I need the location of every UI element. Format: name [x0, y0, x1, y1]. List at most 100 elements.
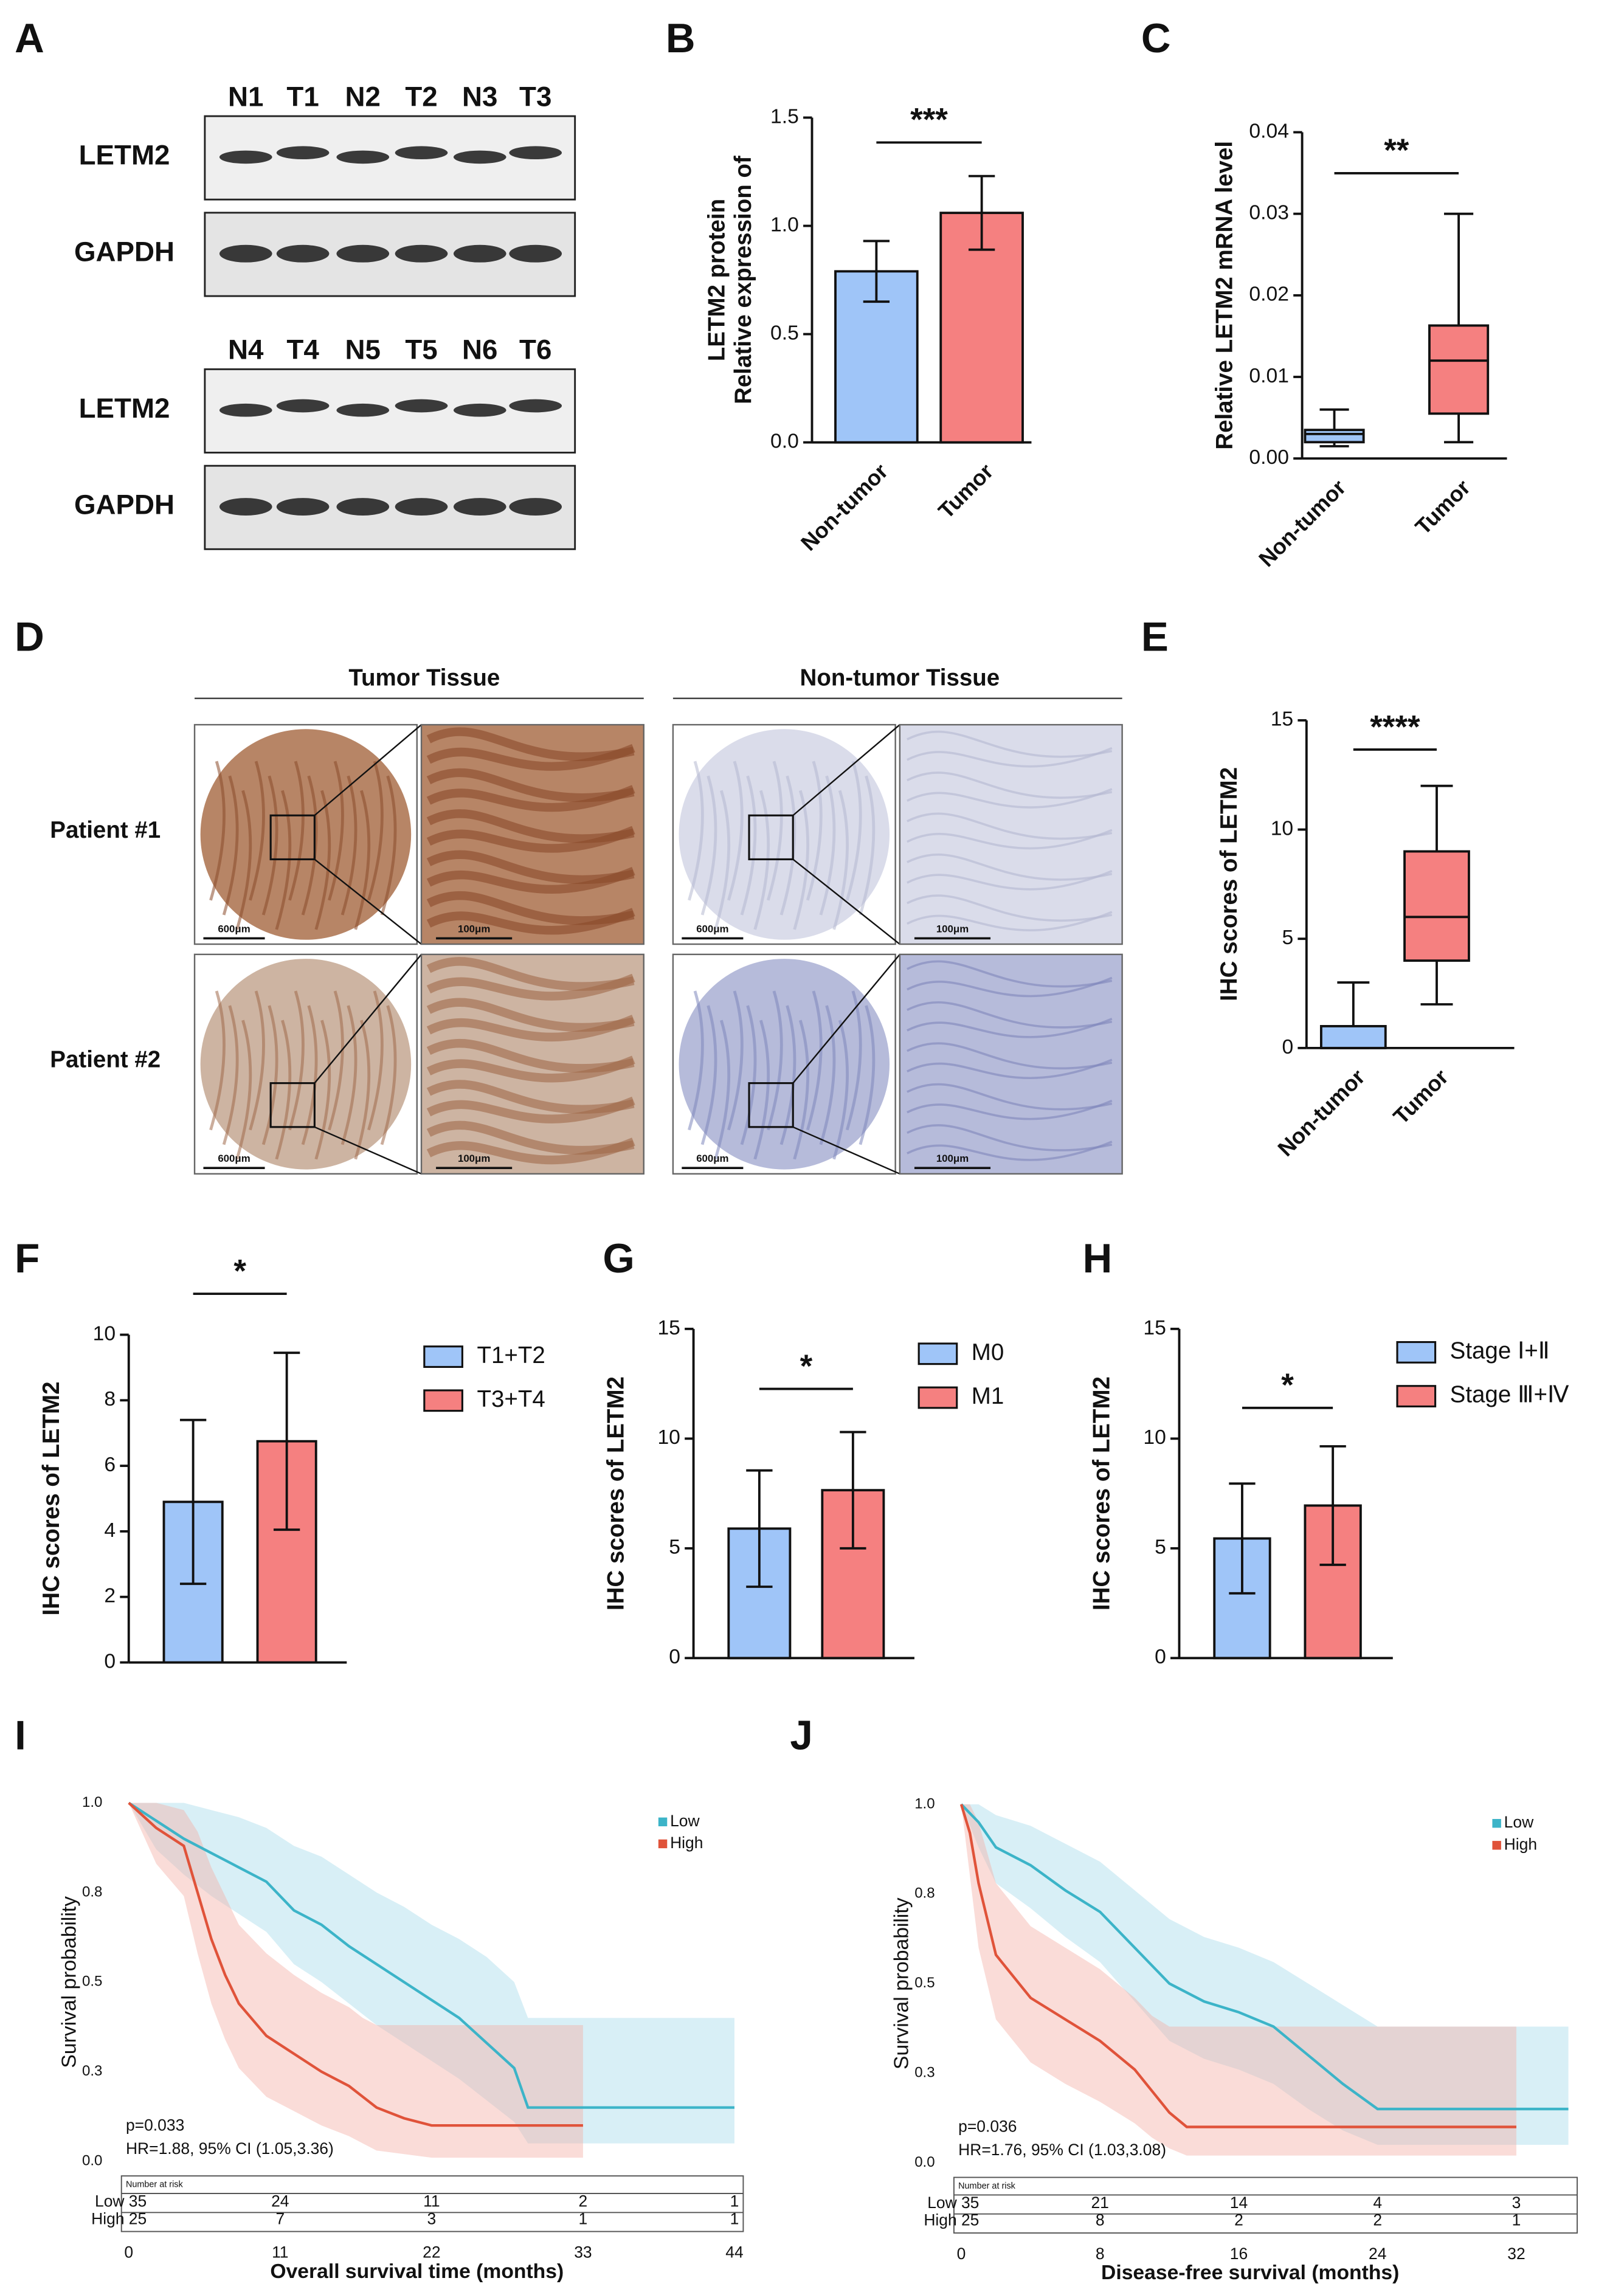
tissue-texture: [209, 990, 226, 1131]
blot-band: [336, 498, 390, 516]
risk-count: 2: [579, 2192, 588, 2210]
zoom-texture: [426, 727, 635, 761]
box: [1304, 429, 1365, 444]
y-axis-label: Relative expression of: [730, 156, 756, 404]
zoom-texture: [907, 853, 1113, 881]
x-tick-label: 32: [1507, 2245, 1525, 2263]
y-tick-label: 0.3: [82, 2063, 102, 2079]
y-axis-label: Relative LETM2 mRNA level: [1212, 141, 1238, 450]
blot-band: [509, 244, 562, 263]
blot-band: [219, 498, 272, 516]
tissue-texture: [314, 1020, 331, 1160]
annotation: HR=1.76, 95% CI (1.03,3.08): [958, 2141, 1166, 2159]
error-bar: [1319, 1445, 1346, 1566]
blot-band: [276, 399, 330, 413]
tissue-texture: [380, 775, 397, 916]
x-tick-label: Tumor: [1410, 475, 1474, 539]
blot-row-label: GAPDH: [74, 489, 174, 520]
zoom-line: [314, 954, 422, 1084]
row-label: Patient #1: [50, 817, 161, 843]
bar: [834, 270, 919, 444]
tissue-texture: [859, 775, 876, 916]
tissue-texture: [806, 990, 823, 1131]
risk-count: 35: [129, 2192, 147, 2210]
zoom-texture: [426, 768, 635, 802]
y-tick-label: 10: [1271, 817, 1293, 840]
y-tick-label: 10: [657, 1426, 680, 1449]
tissue-texture: [740, 1005, 757, 1145]
blot-band: [336, 403, 390, 417]
risk-count: 25: [129, 2209, 147, 2228]
annotation: p=0.036: [958, 2117, 1017, 2136]
tissue-texture: [288, 761, 305, 901]
panel-letter: I: [15, 1713, 26, 1758]
zoom-texture: [426, 1096, 635, 1123]
blot-band: [453, 150, 506, 164]
y-tick-label: 0: [104, 1650, 116, 1672]
significance-label: **: [1384, 133, 1409, 168]
risk-count: 21: [1091, 2193, 1108, 2212]
y-axis-label: IHC scores of LETM2: [1216, 767, 1242, 1001]
zoom-texture: [907, 911, 1113, 932]
blot-band: [509, 399, 562, 413]
tissue-texture: [779, 1005, 796, 1145]
y-tick-label: 0.8: [82, 1883, 102, 1900]
risk-row-label: High: [924, 2211, 956, 2229]
risk-row-label: Low: [927, 2193, 957, 2212]
risk-count: 2: [1373, 2211, 1382, 2229]
lane-label: T3: [519, 81, 551, 112]
y-tick-label: 1.5: [770, 105, 799, 128]
error-bar: [179, 1418, 207, 1586]
y-tick-label: 0.04: [1249, 120, 1289, 142]
panel-letter: E: [1141, 614, 1169, 660]
blot-band: [336, 150, 390, 164]
legend-label: M0: [972, 1339, 1004, 1365]
legend-label: High: [1504, 1835, 1537, 1853]
tissue-texture: [367, 761, 384, 901]
zoom-line: [314, 858, 422, 945]
box: [1428, 324, 1490, 415]
risk-table-title: Number at risk: [958, 2181, 1016, 2191]
y-tick-label: 0.5: [914, 1975, 935, 1991]
y-tick-label: 5: [1155, 1536, 1166, 1559]
zoom-texture: [426, 891, 635, 925]
risk-count: 1: [730, 2209, 739, 2228]
zoom-line: [314, 724, 422, 816]
panel-letter: G: [603, 1236, 634, 1282]
tissue-texture: [819, 1005, 836, 1145]
legend-label: M1: [972, 1383, 1004, 1409]
zoom-texture: [907, 730, 1113, 758]
y-tick-label: 0.3: [914, 2064, 935, 2080]
zoom-texture: [426, 1080, 635, 1114]
y-tick-label: 8: [104, 1388, 116, 1410]
confidence-band: [128, 1803, 583, 2158]
tissue-texture: [340, 1005, 358, 1145]
risk-count: 11: [423, 2192, 440, 2210]
y-tick-label: 15: [1143, 1317, 1166, 1339]
tissue-texture: [845, 761, 862, 901]
tissue-texture: [354, 790, 371, 930]
zoom-line: [792, 1126, 900, 1175]
tissue-texture: [261, 1005, 278, 1145]
y-tick-label: 0: [669, 1646, 680, 1668]
box: [1403, 850, 1470, 962]
risk-count: 3: [427, 2209, 437, 2228]
legend-swatch: [1396, 1341, 1437, 1364]
lane-label: T1: [286, 81, 319, 112]
risk-count: 2: [1234, 2211, 1243, 2229]
annotation: p=0.033: [126, 2116, 184, 2134]
zoom-line: [792, 724, 900, 816]
panel-letter: H: [1083, 1236, 1113, 1282]
panel-letter: C: [1141, 16, 1171, 61]
legend-swatch: [1396, 1385, 1437, 1407]
inset-box: [748, 1082, 794, 1128]
blot-band: [336, 244, 390, 263]
legend-swatch: [658, 1839, 668, 1849]
blot-band: [395, 498, 448, 516]
lane-label: T6: [519, 334, 551, 365]
tissue-texture: [753, 1020, 770, 1160]
risk-count: 1: [579, 2209, 588, 2228]
risk-count: 25: [961, 2211, 979, 2229]
y-tick-label: 10: [93, 1322, 116, 1345]
scale-label: 100μm: [936, 1153, 969, 1164]
